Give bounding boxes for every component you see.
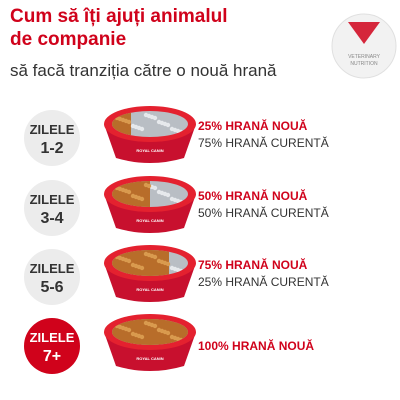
kibble [156, 189, 162, 195]
kibble [156, 119, 162, 125]
step-row: ZILELE 5-6 ROYAL CANIN 75% HRANĂ NOUĂ 25% HR… [24, 245, 329, 305]
step-row: ZILELE 3-4 ROYAL CANIN 50% HRANĂ NOUĂ 50% HR… [24, 176, 329, 236]
bowl-brand: ROYAL CANIN [136, 218, 163, 223]
kibble [130, 193, 136, 199]
days: 5-6 [40, 279, 63, 296]
kibble [156, 327, 162, 333]
kibble [143, 112, 149, 118]
subtitle: să facă tranziția către o nouă hrană [10, 61, 277, 80]
food [112, 319, 188, 345]
bowl: ROYAL CANIN [104, 314, 196, 371]
new-food: 75% HRANĂ NOUĂ [198, 257, 308, 272]
days: 1-2 [40, 140, 63, 157]
step-row: ZILELE 1-2 ROYAL CANIN 25% HRANĂ NOUĂ 75% HR… [24, 106, 329, 166]
current-food: 75% HRANĂ CURENTĂ [198, 135, 329, 150]
kibble [169, 196, 175, 202]
kibble [143, 251, 149, 257]
step-row: ZILELE 7+ ROYAL CANIN 100% HRANĂ NOUĂ [24, 314, 314, 374]
bowl-brand: ROYAL CANIN [136, 287, 163, 292]
kibble [143, 182, 149, 188]
new-food: 50% HRANĂ NOUĂ [198, 188, 308, 203]
day-circle [24, 180, 80, 236]
days-label: ZILELE [30, 261, 75, 276]
kibble [143, 320, 149, 326]
day-circle [24, 249, 80, 305]
badge-text: VETERINARY [348, 54, 381, 60]
badge: VETERINARY NUTRITION [331, 13, 397, 79]
bowl: ROYAL CANIN [104, 106, 196, 163]
kibble [156, 258, 162, 264]
badge-text: NUTRITION [350, 61, 378, 67]
bowl: ROYAL CANIN [104, 176, 196, 233]
kibble [169, 126, 175, 132]
kibble [169, 334, 175, 340]
title: Cum să îți ajuți animalul [10, 6, 228, 27]
food [112, 181, 188, 207]
days-label: ZILELE [30, 192, 75, 207]
food [112, 250, 188, 276]
new-food: 100% HRANĂ NOUĂ [198, 338, 314, 353]
bowl-brand: ROYAL CANIN [136, 356, 163, 361]
current-food: 25% HRANĂ CURENTĂ [198, 274, 329, 289]
days-label: ZILELE [30, 122, 75, 137]
kibble [130, 262, 136, 268]
day-circle [24, 318, 80, 374]
bowl-brand: ROYAL CANIN [136, 148, 163, 153]
day-circle [24, 110, 80, 166]
kibble [130, 331, 136, 337]
days: 7+ [43, 348, 61, 365]
title: de companie [10, 29, 126, 50]
current-food: 50% HRANĂ CURENTĂ [198, 205, 329, 220]
bowl: ROYAL CANIN [104, 245, 196, 302]
days: 3-4 [40, 210, 63, 227]
kibble [169, 265, 175, 271]
kibble [130, 123, 136, 129]
days-label: ZILELE [30, 330, 75, 345]
new-food: 25% HRANĂ NOUĂ [198, 118, 308, 133]
